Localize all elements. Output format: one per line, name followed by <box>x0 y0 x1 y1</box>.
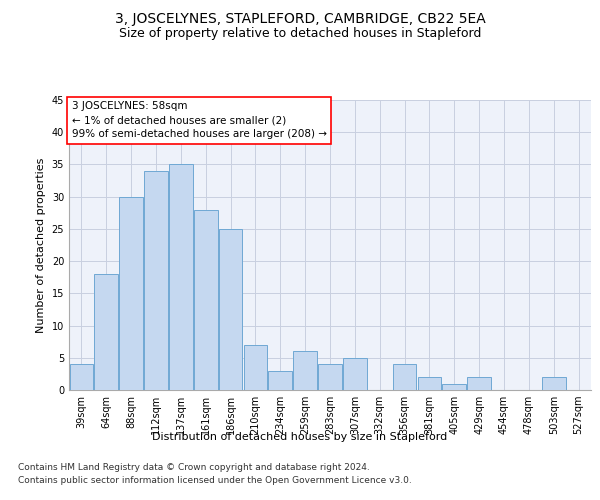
Bar <box>442 384 466 390</box>
Text: 3, JOSCELYNES, STAPLEFORD, CAMBRIDGE, CB22 5EA: 3, JOSCELYNES, STAPLEFORD, CAMBRIDGE, CB… <box>115 12 485 26</box>
Text: Contains HM Land Registry data © Crown copyright and database right 2024.: Contains HM Land Registry data © Crown c… <box>18 464 370 472</box>
Text: Size of property relative to detached houses in Stapleford: Size of property relative to detached ho… <box>119 28 481 40</box>
Text: 3 JOSCELYNES: 58sqm
← 1% of detached houses are smaller (2)
99% of semi-detached: 3 JOSCELYNES: 58sqm ← 1% of detached hou… <box>71 102 326 140</box>
Bar <box>467 377 491 390</box>
Bar <box>194 210 218 390</box>
Bar <box>169 164 193 390</box>
Text: Distribution of detached houses by size in Stapleford: Distribution of detached houses by size … <box>152 432 448 442</box>
Bar <box>70 364 93 390</box>
Bar <box>343 358 367 390</box>
Text: Contains public sector information licensed under the Open Government Licence v3: Contains public sector information licen… <box>18 476 412 485</box>
Bar <box>318 364 342 390</box>
Bar <box>542 377 566 390</box>
Bar <box>94 274 118 390</box>
Bar <box>268 370 292 390</box>
Bar <box>244 345 267 390</box>
Y-axis label: Number of detached properties: Number of detached properties <box>36 158 46 332</box>
Bar <box>219 229 242 390</box>
Bar <box>119 196 143 390</box>
Bar <box>144 171 168 390</box>
Bar <box>393 364 416 390</box>
Bar <box>418 377 441 390</box>
Bar <box>293 352 317 390</box>
